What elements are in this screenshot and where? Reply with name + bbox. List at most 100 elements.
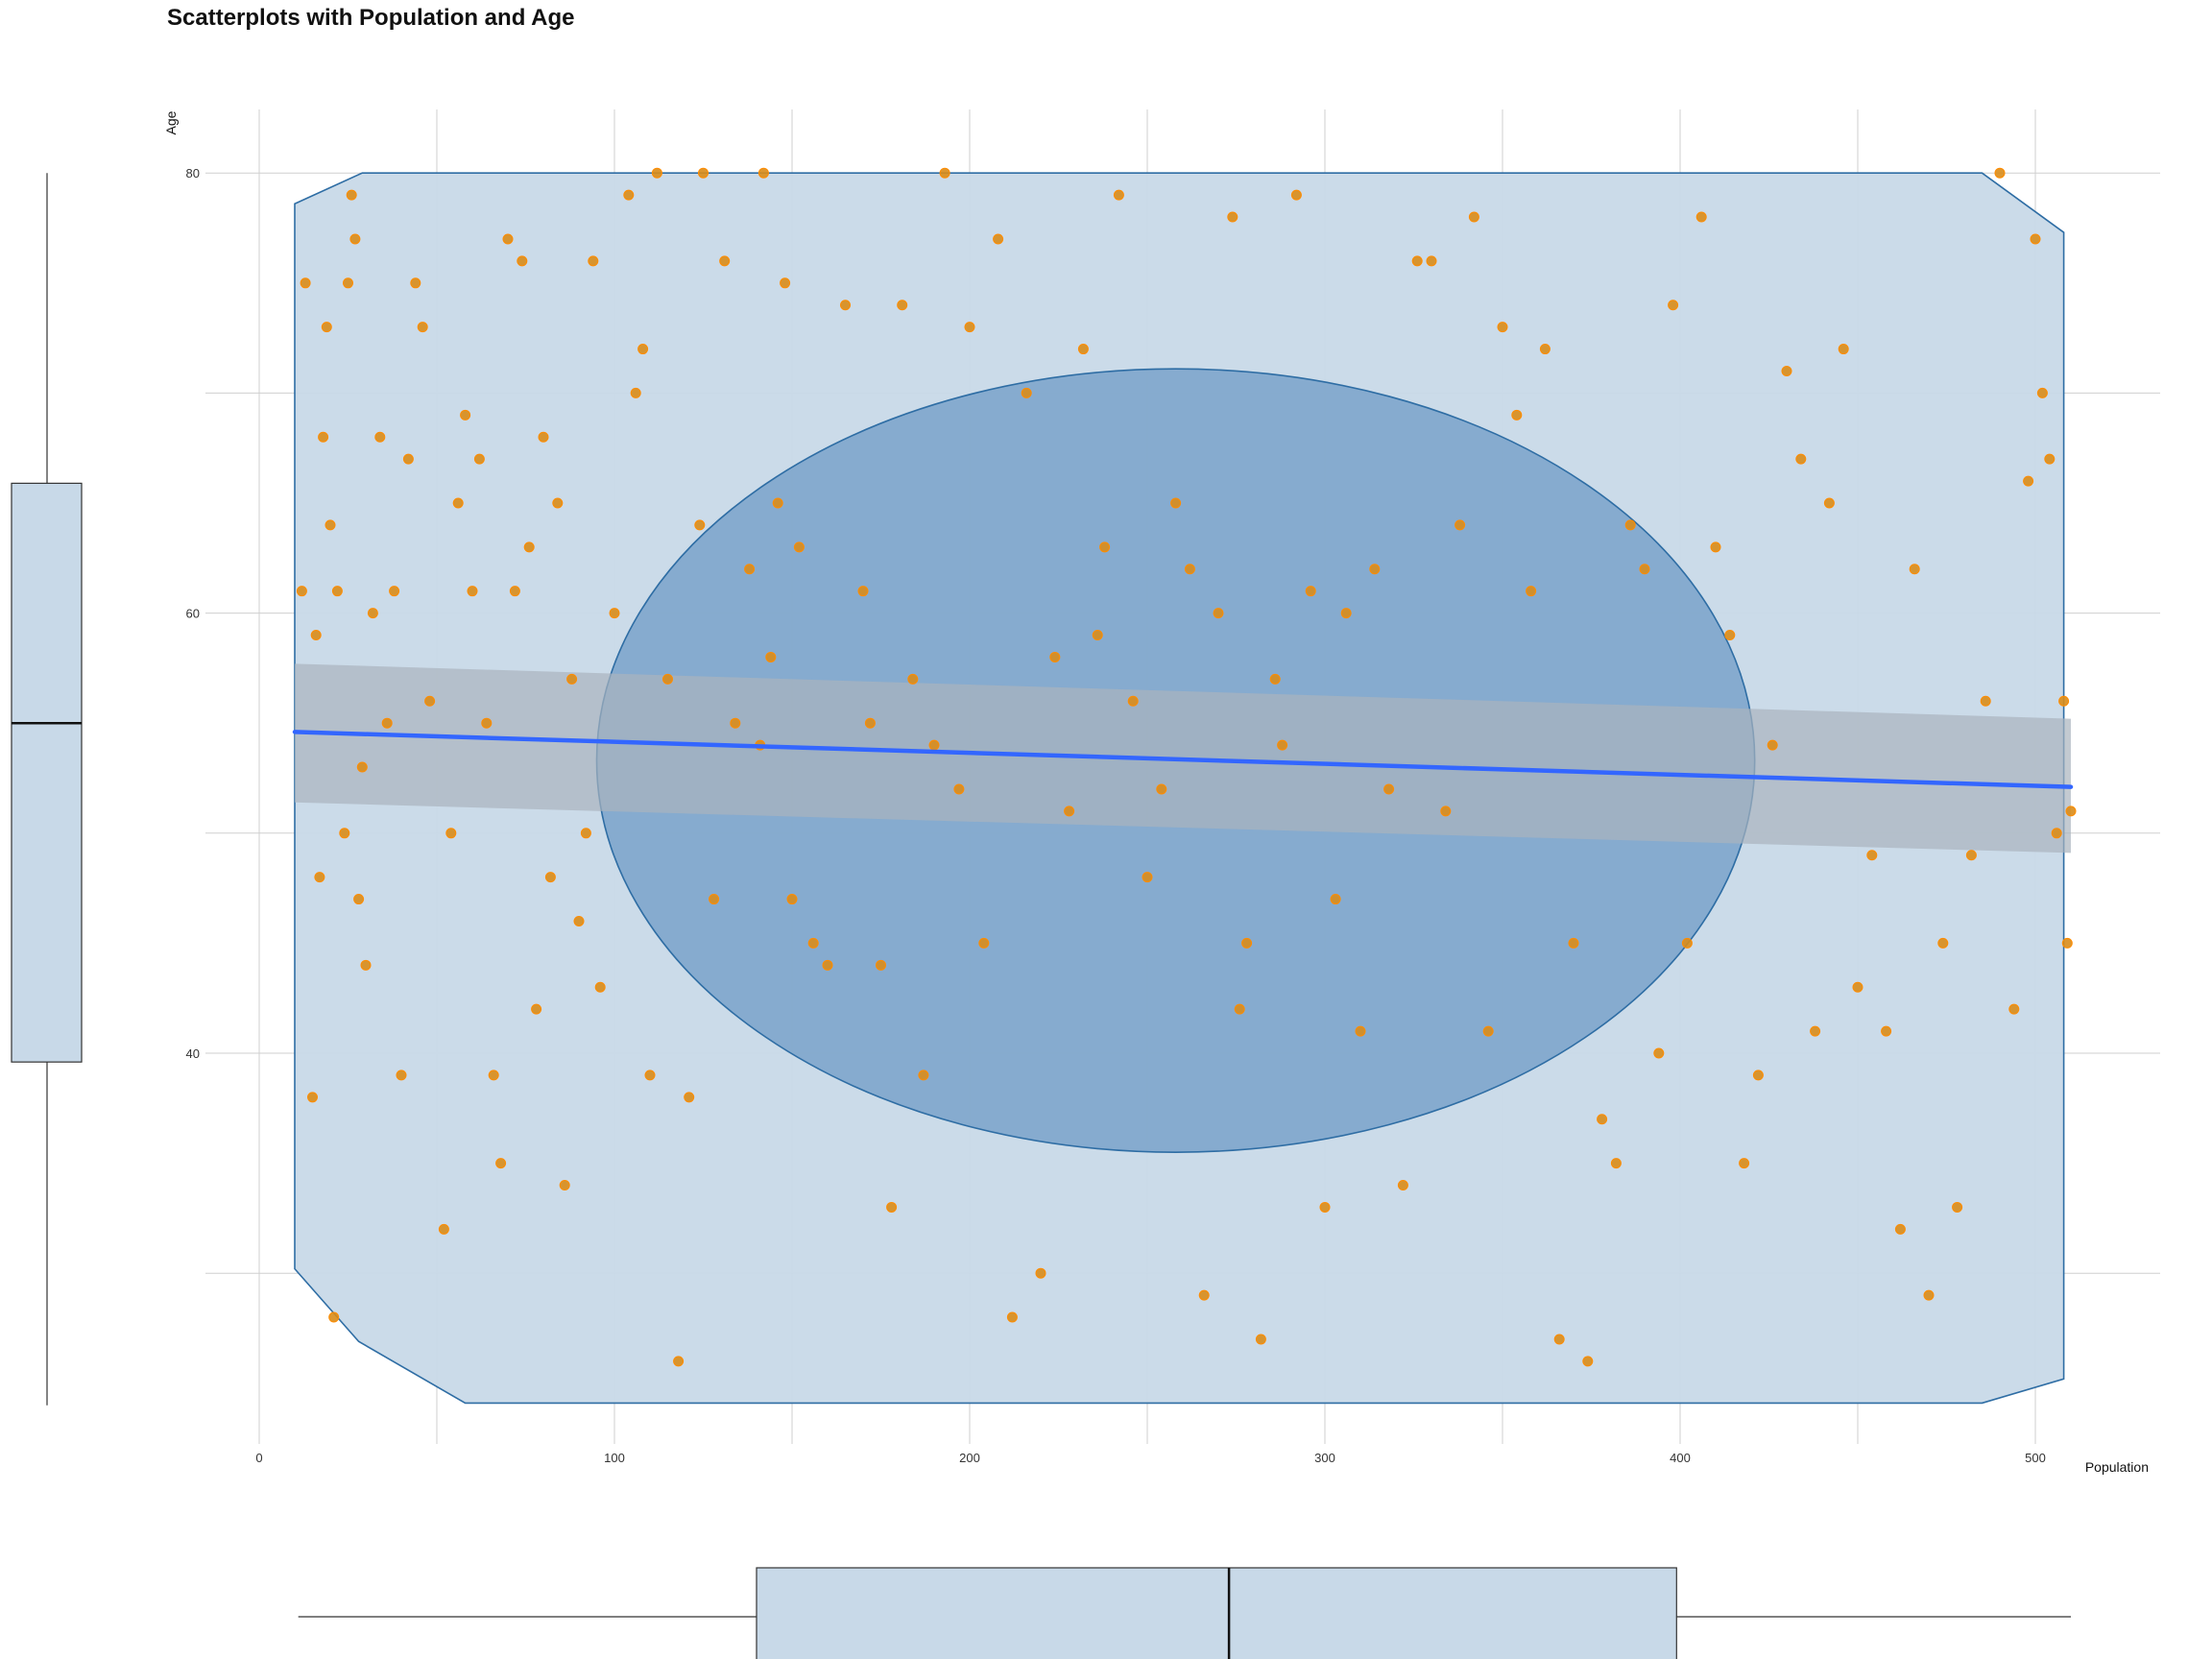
data-point [594,981,606,993]
data-point [1227,211,1238,223]
data-point [1468,211,1479,223]
data-point [1823,497,1835,509]
data-point [300,277,311,289]
x-tick-label: 300 [1314,1451,1335,1465]
data-point [1526,586,1537,597]
regression-line-layer [292,730,2074,789]
data-point [343,277,353,289]
data-point [523,541,535,553]
data-point [1411,255,1423,267]
data-point [473,453,485,465]
data-point [2036,387,2048,398]
data-point [876,959,886,971]
data-point [644,1070,656,1081]
data-point [719,255,731,267]
data-point [1681,937,1693,949]
data-point [495,1158,507,1169]
y-tick-label: 60 [186,607,200,621]
data-point [1724,630,1736,641]
data-point [1006,1311,1018,1323]
data-point [1330,894,1341,905]
data-point [978,937,990,949]
data-point [318,431,329,443]
data-point [857,586,869,597]
regression-line [292,730,2074,789]
data-point [1255,1334,1266,1345]
data-point [1810,1025,1821,1037]
data-point [424,695,436,707]
data-point [1894,1223,1906,1235]
data-point [381,717,393,729]
data-point [1213,608,1224,619]
data-point [339,828,350,839]
data-point [325,519,336,531]
data-point [1156,783,1167,795]
y-axis-title: Age [163,110,179,134]
data-point [1838,344,1849,355]
data-point [609,608,620,619]
data-point [822,959,833,971]
data-point [964,322,975,333]
data-point [1582,1356,1594,1367]
data-point [1994,167,2006,179]
data-point [1127,695,1139,707]
data-point [1795,453,1807,465]
data-point [531,1003,542,1015]
data-point [353,894,365,905]
data-point [907,673,919,685]
y-tick-label: 80 [186,166,200,180]
data-point [780,277,791,289]
data-point [1568,937,1579,949]
data-point [1668,300,1679,311]
data-point [1980,695,1991,707]
data-point [296,586,307,597]
data-point [786,894,798,905]
data-point [1319,1201,1331,1213]
data-point [1965,850,1977,861]
data-point [438,1223,449,1235]
data-point [1539,344,1551,355]
tick-labels: 40 60 80 0 100 200 300 400 500 [186,166,2046,1465]
data-point [1497,322,1508,333]
data-point [502,233,514,245]
data-point [402,453,414,465]
data-point [1482,1025,1494,1037]
data-point [918,1070,929,1081]
data-point [331,586,343,597]
data-point [1923,1289,1935,1301]
data-point [1909,564,1920,575]
x-box-body [756,1567,1677,1659]
data-point [1198,1289,1210,1301]
data-point [623,189,635,201]
data-point [1455,519,1466,531]
data-point [467,586,478,597]
x-tick-label: 100 [604,1451,625,1465]
x-tick-label: 0 [255,1451,262,1465]
data-point [709,894,720,905]
y-tick-label: 40 [186,1046,200,1061]
data-point [349,233,361,245]
data-point [544,872,556,883]
data-point [588,255,599,267]
data-point [662,673,673,685]
data-point [807,937,819,949]
data-point [314,872,325,883]
data-point [2061,937,2073,949]
data-point [1241,937,1253,949]
data-point [1752,1070,1764,1081]
data-point [374,431,386,443]
data-point [2058,695,2070,707]
data-point [1553,1334,1565,1345]
x-marginal-boxplot [298,1567,2071,1659]
chart-title: Scatterplots with Population and Age [167,5,574,31]
data-point [356,761,368,773]
data-point [2008,1003,2020,1015]
data-point [694,519,706,531]
data-point [481,717,493,729]
data-point [360,959,372,971]
data-point [1937,937,1949,949]
data-point [1710,541,1721,553]
data-point [346,189,357,201]
y-box-body [11,482,83,1063]
